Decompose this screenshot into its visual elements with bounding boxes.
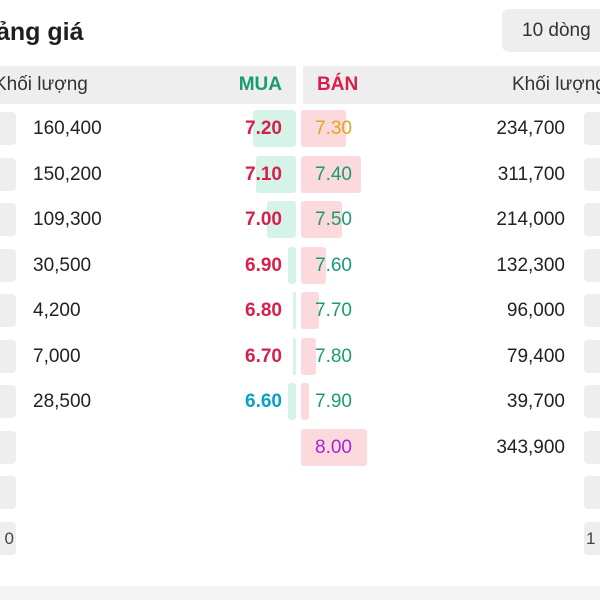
edge-cell-right	[584, 248, 600, 282]
bid-volume: 30,500	[33, 254, 92, 276]
bid-depth-bar	[253, 110, 296, 147]
edge-cell-right	[584, 430, 600, 464]
bid-volume: 4,200	[33, 300, 81, 321]
rows-count-button[interactable]: 10 dòng	[502, 9, 600, 52]
ask-price[interactable]: 7.50	[315, 209, 352, 230]
ask-price[interactable]: 7.70	[315, 300, 352, 321]
ask-volume: 343,900	[496, 436, 565, 458]
ask-price[interactable]: 7.60	[315, 254, 352, 276]
ask-depth-bar	[301, 246, 327, 284]
bid-volume: 150,200	[33, 163, 102, 185]
ask-volume: 311,700	[497, 163, 565, 185]
ask-depth-bar	[301, 155, 361, 193]
ask-price[interactable]: 7.80	[315, 345, 352, 367]
ask-depth-bar	[301, 428, 367, 466]
edge-cell-left	[0, 385, 16, 418]
ask-depth-bar	[301, 383, 309, 420]
bid-price[interactable]: 7.00	[245, 209, 282, 230]
ask-volume-header: Khối lượng	[512, 74, 600, 95]
edge-cell-left	[0, 476, 16, 509]
ask-depth-bar	[301, 201, 343, 238]
edge-cell-left	[0, 294, 16, 327]
ask-depth-bar	[301, 337, 317, 375]
ask-volume: 132,300	[496, 254, 565, 276]
edge-cell-right	[584, 112, 600, 145]
bid-price[interactable]: 6.80	[245, 300, 282, 321]
ask-volume: 96,000	[506, 300, 565, 321]
bid-header-bar	[0, 66, 296, 104]
edge-cell-left: 0	[0, 521, 16, 555]
ask-volume: 214,000	[496, 209, 565, 230]
bid-volume: 28,500	[33, 391, 92, 412]
bid-volume: 7,000	[33, 345, 81, 367]
bid-depth-bar	[293, 292, 296, 329]
ask-header: BÁN	[317, 74, 359, 95]
bid-price[interactable]: 7.10	[245, 163, 282, 185]
edge-cell-right	[584, 339, 600, 373]
ask-depth-bar	[301, 292, 320, 329]
bid-header: MUA	[238, 74, 282, 95]
ask-price[interactable]: 7.90	[315, 391, 352, 412]
ask-volume: 234,700	[496, 118, 565, 139]
edge-cell-left	[0, 157, 16, 191]
edge-cell-left	[0, 203, 16, 236]
bid-price[interactable]: 6.90	[245, 254, 282, 276]
edge-cell-right	[584, 203, 600, 236]
bid-price[interactable]: 7.20	[245, 118, 282, 139]
edge-cell-right	[584, 294, 600, 327]
edge-cell-right	[584, 385, 600, 418]
bid-volume: 109,300	[33, 209, 102, 230]
bid-depth-bar	[287, 246, 296, 284]
bid-depth-bar	[293, 337, 296, 375]
bid-price[interactable]: 6.70	[245, 345, 282, 367]
bottom-divider	[0, 586, 600, 600]
edge-cell-right	[584, 476, 600, 509]
edge-cell-left	[0, 430, 16, 464]
ask-price[interactable]: 7.40	[315, 163, 352, 185]
bid-depth-bar	[288, 383, 296, 420]
ask-volume: 79,400	[506, 345, 565, 367]
page-title: ảng giá	[0, 18, 84, 46]
bid-volume-header: Khối lượng	[0, 74, 88, 95]
bid-volume: 160,400	[33, 118, 102, 139]
ask-depth-bar	[301, 110, 346, 147]
edge-cell-left	[0, 248, 16, 282]
bid-depth-bar	[266, 201, 296, 238]
ask-header-bar	[303, 66, 600, 104]
bid-depth-bar	[255, 155, 296, 193]
edge-cell-right	[584, 157, 600, 191]
edge-cell-left	[0, 112, 16, 145]
bid-price[interactable]: 6.60	[245, 391, 282, 412]
ask-price[interactable]: 7.30	[315, 118, 352, 139]
ask-volume: 39,700	[506, 391, 565, 412]
edge-cell-right: 1	[584, 521, 600, 555]
ask-price[interactable]: 8.00	[315, 436, 352, 458]
edge-cell-left	[0, 339, 16, 373]
